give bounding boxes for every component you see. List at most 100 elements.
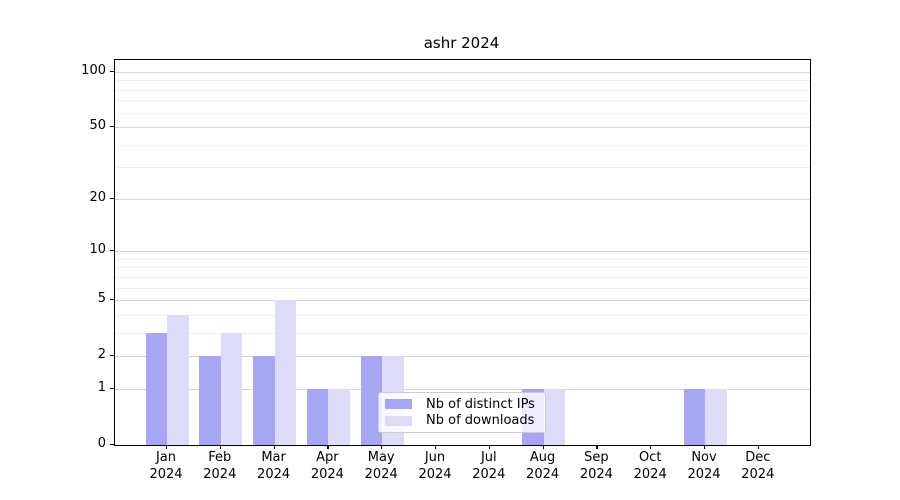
legend-label: Nb of downloads xyxy=(426,413,535,429)
x-tick-label: Sep 2024 xyxy=(560,449,632,483)
legend-swatch-downloads-icon xyxy=(385,415,412,426)
x-tick-month: Oct xyxy=(638,450,662,465)
bar-nov-distinct-ips xyxy=(683,388,705,445)
x-tick-month: Sep xyxy=(584,450,609,465)
x-axis-tick xyxy=(327,445,329,449)
x-tick-month: Feb xyxy=(208,450,232,465)
bar-mar-distinct-ips xyxy=(253,356,275,445)
bar-may-distinct-ips xyxy=(360,356,383,445)
minor-gridline xyxy=(115,276,810,278)
chart-title: ashr 2024 xyxy=(423,34,500,52)
y-axis-tick xyxy=(110,387,114,390)
y-axis-tick xyxy=(110,126,114,128)
x-tick-year: 2024 xyxy=(149,467,183,482)
x-axis-tick xyxy=(381,445,383,449)
bar-mar-downloads xyxy=(274,300,297,445)
plot-area xyxy=(114,59,811,446)
minor-gridline xyxy=(115,167,810,169)
legend-item-distinct-ips: Nb of distinct IPs xyxy=(385,397,545,412)
legend-swatch-distinct-ips-icon xyxy=(385,399,412,410)
minor-gridline xyxy=(115,267,810,269)
x-axis-tick xyxy=(219,445,221,449)
y-axis-tick xyxy=(110,355,114,357)
x-axis-tick xyxy=(704,445,706,449)
x-tick-year: 2024 xyxy=(257,467,291,482)
x-tick-year: 2024 xyxy=(579,467,613,482)
y-tick-label: 5 xyxy=(97,291,106,307)
y-tick-label: 0 xyxy=(97,436,106,451)
x-tick-month: Jan xyxy=(155,450,177,465)
minor-gridline xyxy=(115,80,810,82)
x-tick-year: 2024 xyxy=(418,467,452,482)
x-tick-year: 2024 xyxy=(526,467,560,482)
legend-label: Nb of distinct IPs xyxy=(426,396,535,412)
major-gridline xyxy=(115,127,810,129)
x-tick-year: 2024 xyxy=(203,467,237,482)
y-tick-label: 50 xyxy=(89,118,106,134)
x-tick-month: Jun xyxy=(424,450,446,465)
y-tick-label: 20 xyxy=(89,189,106,205)
y-tick-label: 2 xyxy=(97,347,106,363)
x-tick-label: Jul 2024 xyxy=(453,449,525,483)
x-tick-label: Jan 2024 xyxy=(130,449,202,483)
x-tick-month: Apr xyxy=(316,450,339,465)
minor-gridline xyxy=(115,89,810,91)
major-gridline xyxy=(115,356,810,358)
x-axis-tick xyxy=(488,445,490,449)
x-tick-month: Dec xyxy=(745,450,771,465)
minor-gridline xyxy=(115,258,810,260)
minor-gridline xyxy=(115,314,810,316)
x-tick-label: May 2024 xyxy=(345,449,417,483)
x-axis-tick xyxy=(650,445,652,449)
y-axis-tick xyxy=(110,250,114,252)
x-tick-year: 2024 xyxy=(364,467,398,482)
x-tick-label: Feb 2024 xyxy=(184,449,256,483)
y-axis-tick xyxy=(110,70,114,73)
x-tick-month: Jul xyxy=(480,450,497,465)
x-tick-month: Mar xyxy=(261,450,286,465)
y-axis-tick xyxy=(110,197,114,200)
major-gridline xyxy=(115,300,810,302)
major-gridline xyxy=(115,251,810,253)
x-tick-month: May xyxy=(367,450,395,465)
major-gridline xyxy=(115,71,810,73)
minor-gridline xyxy=(115,100,810,102)
x-tick-label: Mar 2024 xyxy=(238,449,310,483)
x-tick-label: Dec 2024 xyxy=(722,449,794,483)
legend-item-downloads: Nb of downloads xyxy=(385,413,545,428)
x-tick-label: Apr 2024 xyxy=(291,449,363,483)
x-tick-year: 2024 xyxy=(633,467,667,482)
bar-feb-downloads xyxy=(220,332,243,445)
major-gridline xyxy=(115,198,810,200)
minor-gridline xyxy=(115,287,810,289)
x-tick-year: 2024 xyxy=(687,467,721,482)
bar-feb-distinct-ips xyxy=(199,356,221,445)
bar-nov-downloads xyxy=(705,388,727,445)
x-tick-label: Nov 2024 xyxy=(668,449,740,483)
x-tick-month: Nov xyxy=(691,450,717,465)
x-tick-month: Aug xyxy=(529,450,556,465)
y-axis-tick xyxy=(110,444,114,446)
x-tick-year: 2024 xyxy=(472,467,506,482)
bar-apr-downloads xyxy=(328,388,350,445)
y-tick-label: 100 xyxy=(81,62,106,78)
x-axis-tick xyxy=(166,445,168,449)
x-tick-year: 2024 xyxy=(310,467,344,482)
x-axis-tick xyxy=(596,445,598,449)
bar-jan-downloads xyxy=(167,314,189,445)
y-axis-tick xyxy=(110,299,114,301)
x-tick-label: Jun 2024 xyxy=(399,449,471,483)
bar-apr-distinct-ips xyxy=(306,388,329,445)
x-tick-label: Oct 2024 xyxy=(614,449,686,483)
legend: Nb of distinct IPs Nb of downloads xyxy=(378,392,546,433)
minor-gridline xyxy=(115,112,810,114)
x-axis-tick xyxy=(542,445,544,449)
minor-gridline xyxy=(115,144,810,146)
x-axis-tick xyxy=(435,445,437,449)
y-tick-label: 10 xyxy=(89,242,106,258)
x-axis-tick xyxy=(273,445,275,449)
bar-jan-distinct-ips xyxy=(145,332,167,445)
x-tick-year: 2024 xyxy=(741,467,775,482)
y-tick-label: 1 xyxy=(97,379,106,395)
